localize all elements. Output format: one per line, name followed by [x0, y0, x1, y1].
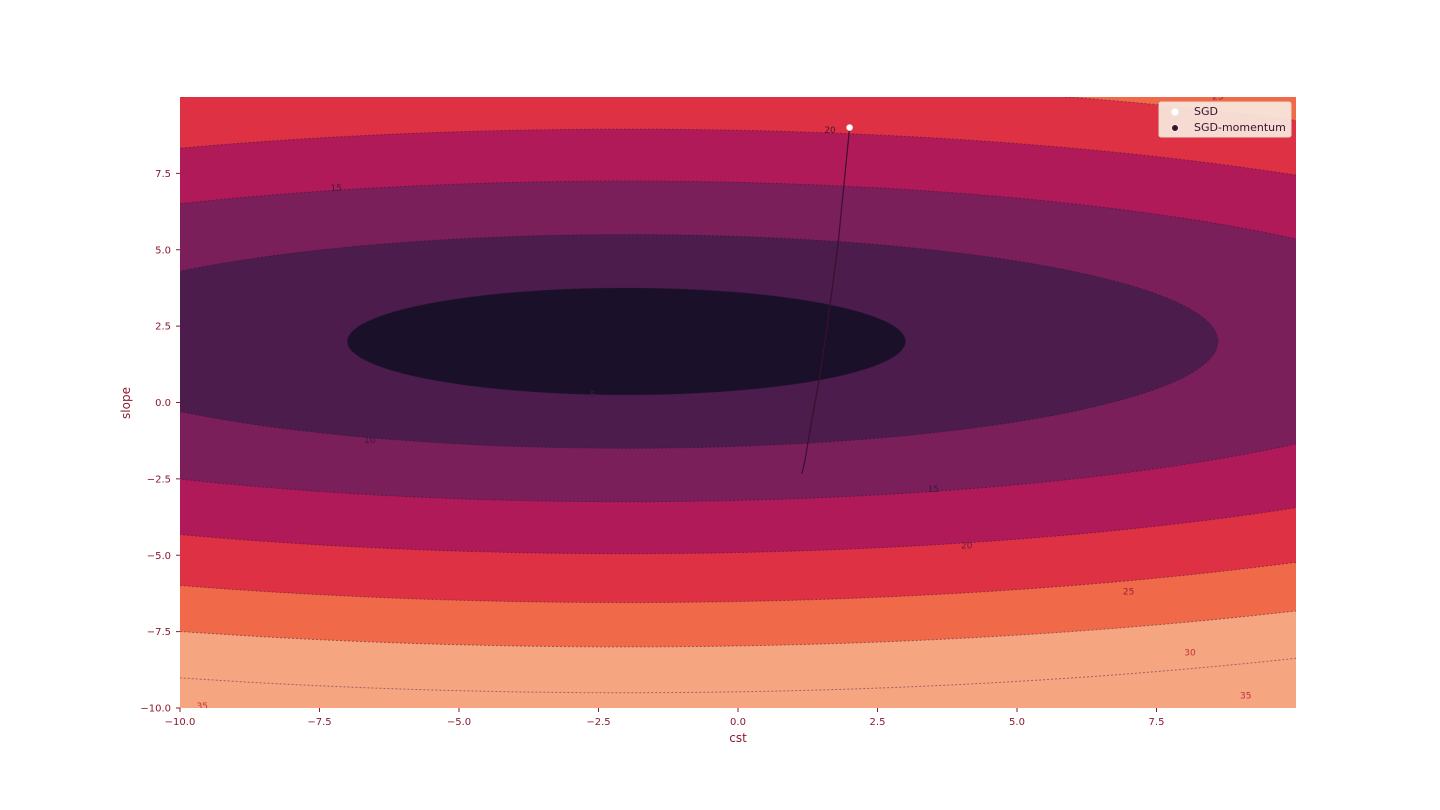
sgd-momentum-point — [804, 459, 806, 462]
x-tick-label: −10.0 — [165, 717, 196, 728]
contour-label-10: 10 — [364, 436, 376, 446]
contour-label-25: 25 — [1212, 93, 1223, 103]
contour-label-25: 25 — [1123, 587, 1134, 597]
trajectory-layer — [801, 124, 854, 474]
legend: SGD SGD-momentum — [1158, 101, 1292, 138]
x-tick-label: −2.5 — [586, 717, 610, 728]
contour-label-5: 5 — [590, 390, 596, 400]
sgd-point — [846, 124, 854, 132]
sgd-momentum-point — [801, 471, 803, 474]
contour-label-20: 20 — [824, 126, 836, 136]
y-tick-label: −7.5 — [147, 627, 171, 638]
x-tick-label: 2.5 — [870, 717, 886, 728]
contour-label-15: 15 — [331, 184, 342, 194]
legend-label-sgd-momentum: SGD-momentum — [1194, 121, 1286, 134]
x-tick-label: −7.5 — [307, 717, 331, 728]
legend-marker-sgd-momentum — [1171, 124, 1179, 132]
legend-marker-sgd — [1170, 107, 1180, 117]
legend-label-sgd: SGD — [1194, 105, 1218, 118]
contour-label-35: 35 — [197, 702, 208, 712]
contour-label-15: 15 — [928, 485, 939, 495]
x-tick-label: 7.5 — [1149, 717, 1165, 728]
y-axis-ticks: −10.0 −7.5 −5.0 −2.5 0.0 2.5 5.0 7.5 — [140, 169, 180, 715]
sgd-momentum-point — [809, 426, 812, 428]
contour-label-35: 35 — [1240, 691, 1251, 701]
sgd-momentum-point — [837, 239, 840, 242]
y-tick-label: −2.5 — [147, 474, 171, 485]
y-axis-title: slope — [119, 387, 133, 419]
y-tick-label: −10.0 — [140, 704, 171, 715]
y-tick-label: −5.0 — [147, 551, 171, 562]
plot-area: 5 10 15 15 20 20 25 25 30 35 35 — [180, 93, 1296, 712]
x-axis-title: cst — [729, 731, 747, 745]
x-tick-label: −5.0 — [447, 717, 471, 728]
sgd-momentum-point — [826, 325, 829, 327]
contour-labels: 5 10 15 15 20 20 25 25 30 35 35 — [197, 93, 1252, 712]
y-tick-label: 2.5 — [155, 322, 171, 333]
y-tick-label: 5.0 — [155, 245, 171, 256]
contour-bands — [180, 97, 1296, 694]
contour-label-30: 30 — [1184, 649, 1196, 659]
x-axis-ticks: −10.0 −7.5 −5.0 −2.5 0.0 2.5 5.0 7.5 — [165, 708, 1165, 728]
y-tick-label: 7.5 — [155, 169, 171, 180]
y-tick-label: 0.0 — [155, 398, 171, 409]
sgd-momentum-point — [818, 380, 820, 382]
x-tick-label: 5.0 — [1009, 717, 1025, 728]
contour-band-5 — [346, 287, 906, 396]
legend-box — [1158, 101, 1292, 138]
contour-label-20: 20 — [961, 542, 973, 552]
x-tick-label: 0.0 — [730, 717, 746, 728]
